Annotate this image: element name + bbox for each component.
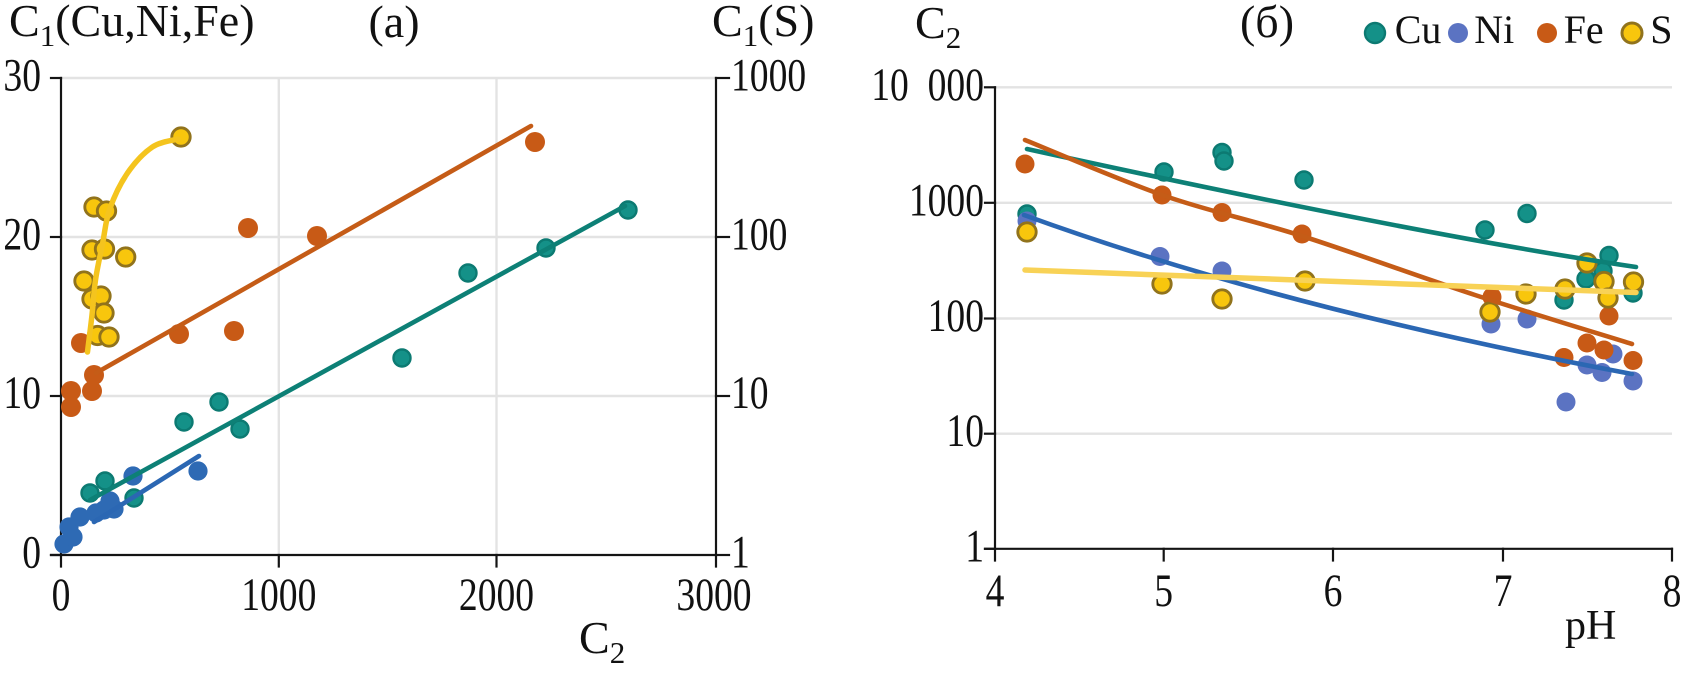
svg-text:(б): (б) (1240, 0, 1294, 47)
svg-text:0: 0 (22, 527, 41, 579)
svg-text:Fe: Fe (1564, 7, 1604, 52)
svg-text:10 000: 10 000 (871, 59, 984, 111)
svg-text:20: 20 (3, 209, 41, 261)
svg-text:Cu: Cu (1395, 7, 1442, 52)
svg-text:30: 30 (3, 50, 41, 102)
svg-text:1: 1 (731, 527, 750, 579)
svg-text:4: 4 (986, 565, 1005, 617)
svg-text:S: S (1650, 7, 1672, 52)
svg-text:pH: pH (1565, 603, 1616, 649)
svg-text:2000: 2000 (459, 569, 534, 621)
svg-text:100: 100 (731, 209, 787, 261)
svg-text:10: 10 (3, 367, 41, 419)
svg-text:6: 6 (1324, 565, 1343, 617)
svg-text:Ni: Ni (1474, 7, 1514, 52)
svg-text:8: 8 (1663, 565, 1682, 617)
svg-text:10: 10 (731, 367, 769, 419)
svg-text:5: 5 (1154, 565, 1173, 617)
svg-text:1000: 1000 (909, 174, 984, 226)
svg-text:10: 10 (946, 405, 984, 457)
svg-text:7: 7 (1494, 565, 1513, 617)
svg-text:100: 100 (928, 290, 984, 342)
svg-text:1000: 1000 (241, 569, 316, 621)
svg-text:C1(S): C1(S) (712, 0, 814, 53)
svg-text:0: 0 (52, 569, 71, 621)
svg-text:(а): (а) (368, 0, 419, 47)
svg-text:1000: 1000 (731, 50, 806, 102)
svg-text:C1(Cu,Ni,Fe): C1(Cu,Ni,Fe) (9, 0, 255, 53)
svg-text:1: 1 (965, 520, 984, 572)
svg-text:3000: 3000 (676, 569, 751, 621)
